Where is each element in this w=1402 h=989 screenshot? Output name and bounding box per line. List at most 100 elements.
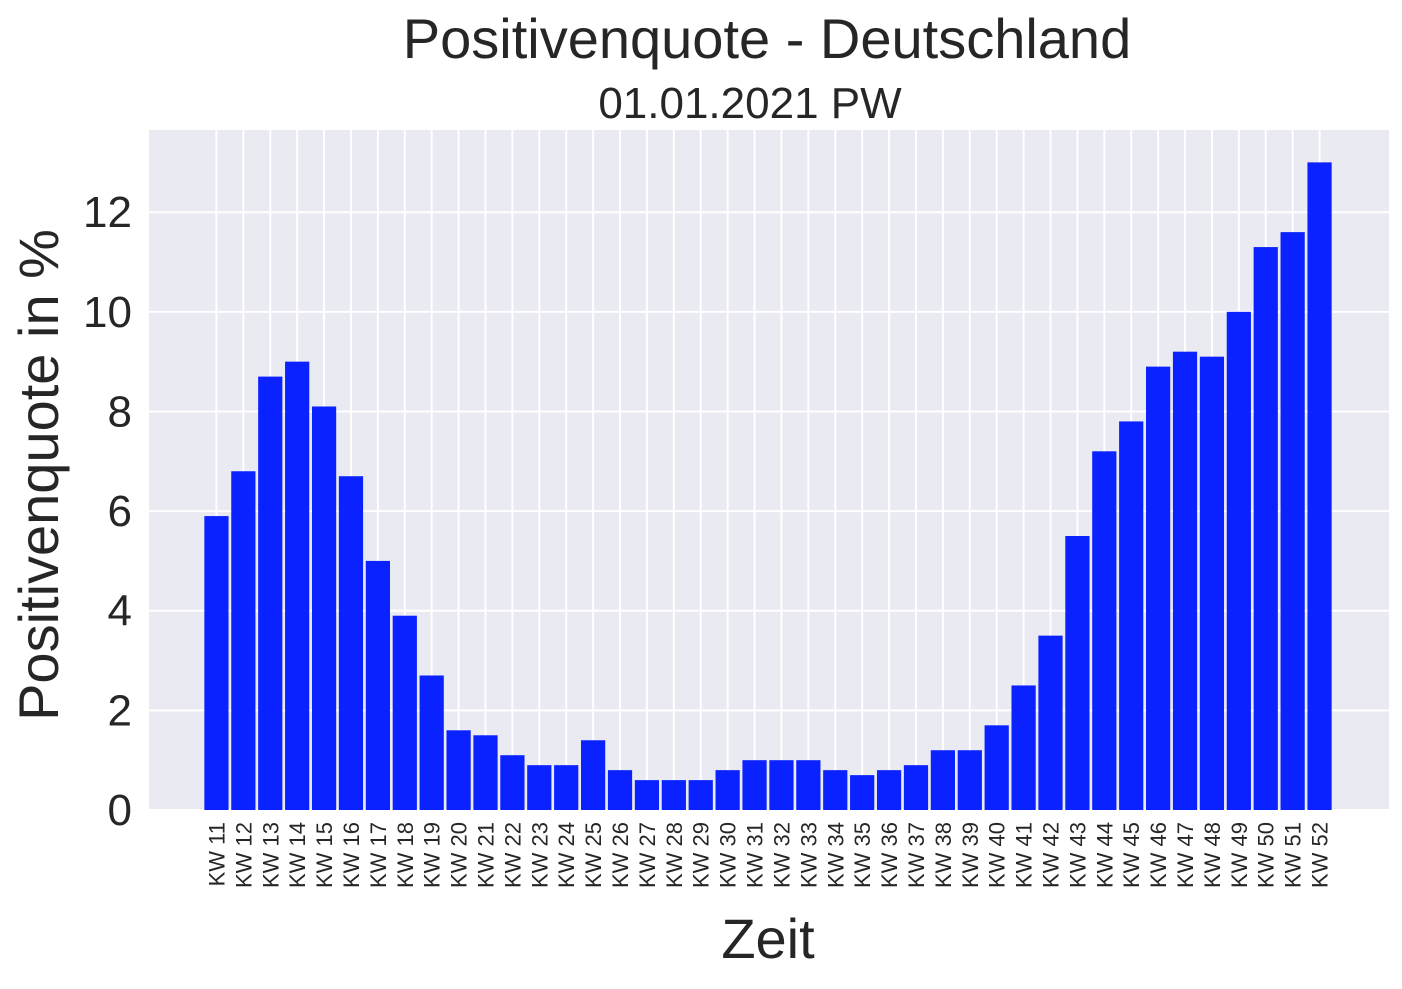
x-tick-label: KW 28 [662,822,687,888]
bar-kw-32 [769,760,794,810]
bar-kw-24 [554,765,579,810]
x-tick-label: KW 26 [608,822,633,888]
bar-kw-22 [500,755,525,810]
y-tick-label: 6 [108,487,132,536]
x-tick-label: KW 40 [985,822,1010,888]
x-tick-label: KW 32 [769,822,794,888]
x-tick-label: KW 50 [1254,822,1279,888]
bar-kw-15 [311,406,337,810]
y-tick-labels: 0 2 4 6 8 10 12 [83,188,132,835]
bar-kw-35 [850,775,875,810]
bar-kw-52 [1307,162,1332,810]
x-tick-label: KW 21 [474,822,499,888]
y-tick-label: 10 [83,288,132,337]
x-tick-label: KW 39 [958,822,983,888]
x-tick-label: KW 42 [1039,822,1064,888]
x-tick-label: KW 16 [339,822,364,888]
y-tick-label: 0 [108,786,132,835]
x-tick-label: KW 24 [554,822,579,888]
y-tick-label: 2 [108,686,132,735]
x-tick-label: KW 31 [743,822,768,888]
bar-kw-45 [1119,421,1144,810]
bar-kw-47 [1172,351,1198,810]
y-axis-label: Positivenquote in % [7,229,70,721]
x-tick-label: KW 41 [1012,822,1037,888]
x-tick-label: KW 49 [1227,822,1252,888]
bar-kw-18 [392,615,417,810]
x-tick-label: KW 11 [204,822,229,886]
y-tick-label: 8 [108,387,132,436]
x-tick-labels: KW 11 KW 12 KW 13 KW 14 KW 15 KW 16 KW 17 KW 18… [204,822,1332,888]
bar-kw-42 [1038,635,1063,810]
x-tick-label: KW 52 [1308,822,1333,888]
bar-kw-17 [365,560,390,810]
x-tick-label: KW 48 [1200,822,1225,888]
x-tick-label: KW 34 [823,822,848,888]
x-tick-label: KW 27 [635,822,660,888]
x-tick-label: KW 19 [420,822,445,888]
y-tick-label: 4 [108,587,132,636]
bar-kw-50 [1253,247,1278,811]
x-tick-label: KW 33 [796,822,821,888]
bar-kw-37 [903,765,929,810]
x-tick-label: KW 36 [877,822,902,888]
bar-kw-34 [823,770,848,810]
bar-kw-14 [285,361,310,810]
chart-title: Positivenquote - Deutschland [403,7,1131,70]
y-tick-label: 12 [83,188,132,237]
bar-kw-19 [419,675,444,810]
x-tick-label: KW 18 [393,822,418,888]
x-tick-label: KW 22 [500,822,525,888]
bar-kw-38 [930,750,955,810]
x-tick-label: KW 45 [1119,822,1144,888]
x-tick-label: KW 29 [689,822,714,888]
x-tick-label: KW 35 [850,822,875,888]
bars [204,162,1332,811]
x-tick-label: KW 25 [581,822,606,888]
x-tick-label: KW 14 [285,822,310,888]
bar-kw-23 [527,765,552,810]
bar-kw-36 [876,770,902,810]
bar-kw-33 [796,760,821,810]
bar-kw-29 [688,780,713,810]
x-tick-label: KW 46 [1146,822,1171,888]
bar-kw-48 [1199,356,1225,810]
bar-kw-11 [204,516,229,810]
x-tick-label: KW 12 [231,822,256,888]
bar-kw-30 [715,770,740,810]
x-tick-label: KW 15 [312,822,337,888]
bar-kw-25 [581,740,606,810]
bar-kw-43 [1065,536,1090,810]
bar-kw-39 [957,750,982,810]
bar-kw-20 [446,730,471,810]
x-tick-label: KW 51 [1281,822,1306,888]
chart-subtitle: 01.01.2021 PW [598,79,902,128]
x-tick-label: KW 17 [366,822,391,888]
bar-kw-21 [473,735,498,810]
x-tick-label: KW 43 [1065,822,1090,888]
bar-kw-13 [258,376,283,810]
x-tick-label: KW 47 [1173,822,1198,888]
x-tick-label: KW 20 [447,822,472,888]
bar-kw-28 [661,780,686,810]
bar-kw-40 [984,725,1009,810]
bar-kw-51 [1280,232,1305,811]
bar-kw-41 [1011,685,1036,810]
bar-kw-44 [1092,451,1117,810]
bar-kw-46 [1146,366,1171,810]
bar-kw-49 [1226,311,1251,810]
bar-kw-27 [634,780,660,810]
x-tick-label: KW 13 [258,822,283,888]
bar-kw-26 [607,770,633,810]
x-tick-label: KW 44 [1092,822,1117,888]
x-axis-label: Zeit [721,907,815,970]
bar-kw-16 [338,476,364,810]
x-tick-label: KW 23 [527,822,552,888]
x-tick-label: KW 30 [716,822,741,888]
bar-kw-12 [231,471,256,810]
bar-kw-31 [742,760,767,810]
x-tick-label: KW 38 [931,822,956,888]
x-tick-label: KW 37 [904,822,929,888]
